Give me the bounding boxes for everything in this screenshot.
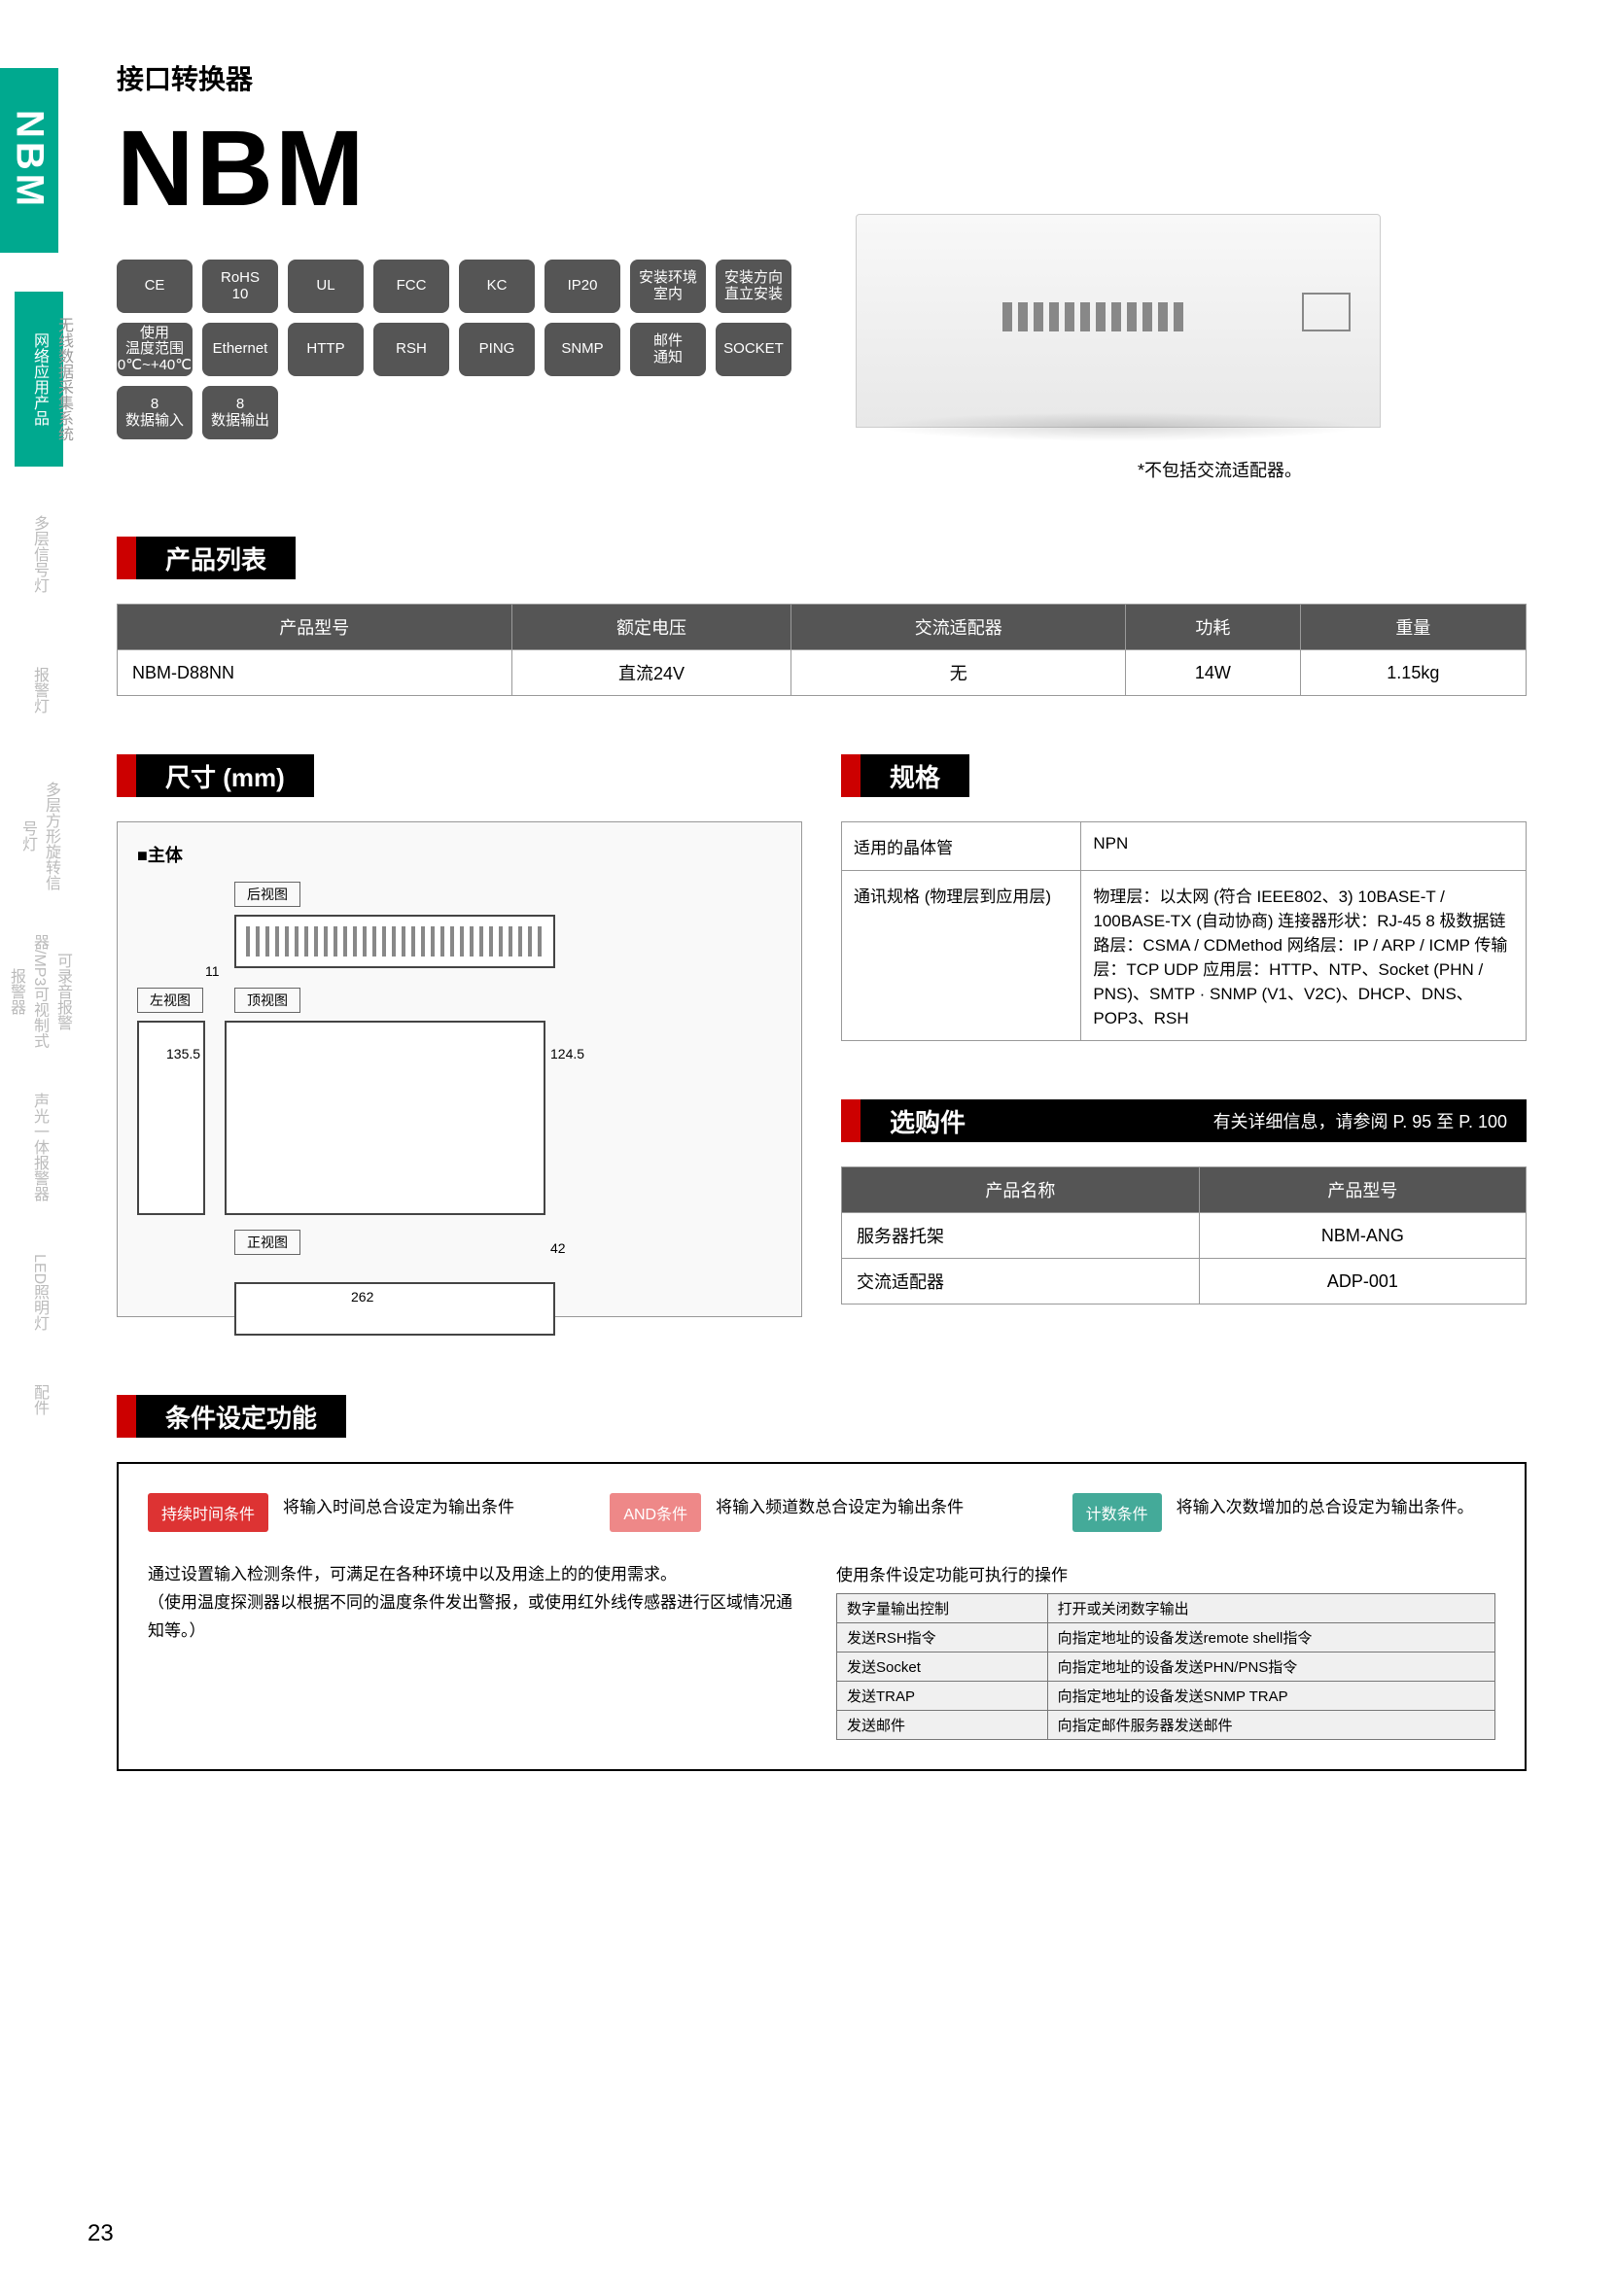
dim-h2: 135.5	[166, 1046, 200, 1061]
condition-description: 通过设置输入检测条件，可满足在各种环境中以及用途上的的使用需求。（使用温度探测器…	[148, 1561, 807, 1740]
ops-title: 使用条件设定功能可执行的操作	[836, 1561, 1495, 1585]
page-number: 23	[88, 2220, 114, 2247]
sidebar-item-6: 声光一体报警器	[15, 1089, 63, 1205]
terminal-slots	[1002, 302, 1183, 331]
conditions-box: 持续时间条件将输入时间总合设定为输出条件 AND条件将输入频道数总合设定为输出条件…	[117, 1462, 1527, 1771]
sidebar-item-8: 配件	[15, 1380, 63, 1419]
sidebar-item-2: 多层信号灯	[15, 505, 63, 603]
content: 接口转换器 NBM CERoHS10ULFCCKCIP20安装环境室内安装方向直…	[117, 58, 1527, 1771]
section-note: 有关详细信息，请参阅 P. 95 至 P. 100	[995, 1099, 1527, 1142]
badge: 8数据输出	[202, 386, 278, 439]
dimensions-column: 尺寸 (mm) ■主体 后视图 左视图 顶视图 正视图 135.5 124.5 …	[117, 754, 802, 1317]
badge: PING	[459, 323, 535, 376]
badge: 邮件通知	[630, 323, 706, 376]
sidebar-item-7: LED照明灯	[15, 1244, 63, 1341]
category-label: 接口转换器	[117, 58, 1527, 97]
product-image	[856, 214, 1381, 428]
sidebar-item-1: 无线数据采集系统	[39, 292, 88, 467]
view-label-left: 左视图	[137, 988, 203, 1013]
section-product-list: 产品列表 产品型号额定电压交流适配器功耗重量 NBM-D88NN直流24V无14…	[117, 537, 1527, 696]
badge: RoHS10	[202, 260, 278, 313]
badge: SNMP	[545, 323, 620, 376]
spec-column: 规格 适用的晶体管NPN通讯规格 (物理层到应用层)物理层：以太网 (符合 IE…	[841, 754, 1527, 1317]
badge: 8数据输入	[117, 386, 193, 439]
section-title: 产品列表	[136, 537, 296, 579]
badge: 安装环境室内	[630, 260, 706, 313]
operations-table: 数字量输出控制打开或关闭数字输出发送RSH指令向指定地址的设备发送remote …	[836, 1593, 1495, 1740]
section-conditions: 条件设定功能 持续时间条件将输入时间总合设定为输出条件 AND条件将输入频道数总合…	[117, 1395, 1527, 1771]
view-label-rear: 后视图	[234, 882, 300, 907]
condition-item: 计数条件将输入次数增加的总合设定为输出条件。	[1072, 1493, 1495, 1532]
dim-h3: 124.5	[550, 1046, 584, 1061]
condition-text: 将输入频道数总合设定为输出条件	[716, 1493, 964, 1517]
footnote: *不包括交流适配器。	[1138, 457, 1302, 482]
page-title: NBM	[117, 107, 1527, 230]
badge: KC	[459, 260, 535, 313]
condition-text: 将输入次数增加的总合设定为输出条件。	[1177, 1493, 1474, 1517]
dimensions-diagram: ■主体 后视图 左视图 顶视图 正视图 135.5 124.5 11 262 4…	[117, 821, 802, 1317]
condition-badge: 持续时间条件	[148, 1493, 268, 1532]
section-title: 条件设定功能	[136, 1395, 346, 1438]
condition-item: 持续时间条件将输入时间总合设定为输出条件	[148, 1493, 571, 1532]
sidebar-item-3: 报警灯	[15, 661, 63, 719]
dim-w: 262	[351, 1289, 373, 1305]
section-title: 规格	[861, 754, 969, 797]
sidebar-item-4: 多层方形旋转信号灯	[15, 778, 63, 894]
condition-item: AND条件将输入频道数总合设定为输出条件	[610, 1493, 1033, 1532]
spec-table: 适用的晶体管NPN通讯规格 (物理层到应用层)物理层：以太网 (符合 IEEE8…	[841, 821, 1527, 1041]
rear-view	[234, 915, 555, 968]
badge: CE	[117, 260, 193, 313]
condition-text: 将输入时间总合设定为输出条件	[283, 1493, 514, 1517]
badge: 使用温度范围0℃~+40℃	[117, 323, 193, 376]
badges: CERoHS10ULFCCKCIP20安装环境室内安装方向直立安装使用温度范围0…	[117, 260, 817, 439]
badge: Ethernet	[202, 323, 278, 376]
sidebar: NBM 网络应用产品 无线数据采集系统 多层信号灯 报警灯 多层方形旋转信号灯 …	[0, 0, 73, 2296]
sidebar-item-5: 可录音报警器/MP3可视制式报警器	[15, 933, 63, 1050]
dim-d: 42	[550, 1240, 566, 1256]
body-label: ■主体	[137, 842, 782, 867]
condition-badge: 计数条件	[1072, 1493, 1162, 1532]
badge: HTTP	[288, 323, 364, 376]
sidebar-main-tab: NBM	[0, 68, 58, 253]
section-title: 尺寸 (mm)	[136, 754, 314, 797]
view-label-top: 顶视图	[234, 988, 300, 1013]
badge: SOCKET	[716, 323, 791, 376]
dim-h: 11	[205, 963, 220, 979]
section-title: 选购件	[861, 1099, 995, 1142]
front-view	[234, 1282, 555, 1336]
badge: FCC	[373, 260, 449, 313]
product-table: 产品型号额定电压交流适配器功耗重量 NBM-D88NN直流24V无14W1.15…	[117, 604, 1527, 696]
badge: 安装方向直立安装	[716, 260, 791, 313]
condition-badge: AND条件	[610, 1493, 701, 1532]
badge: RSH	[373, 323, 449, 376]
badge: IP20	[545, 260, 620, 313]
top-view	[225, 1021, 545, 1215]
view-label-front: 正视图	[234, 1230, 300, 1255]
ethernet-port-icon	[1302, 293, 1351, 331]
badge: UL	[288, 260, 364, 313]
options-table: 产品名称产品型号 服务器托架NBM-ANG交流适配器ADP-001	[841, 1166, 1527, 1305]
